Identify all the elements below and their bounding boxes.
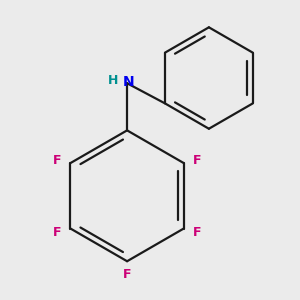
Text: F: F xyxy=(193,226,201,239)
Text: H: H xyxy=(108,74,118,87)
Text: F: F xyxy=(52,154,61,167)
Text: N: N xyxy=(123,75,134,89)
Text: F: F xyxy=(193,154,202,167)
Text: F: F xyxy=(53,226,61,239)
Text: F: F xyxy=(123,268,131,281)
